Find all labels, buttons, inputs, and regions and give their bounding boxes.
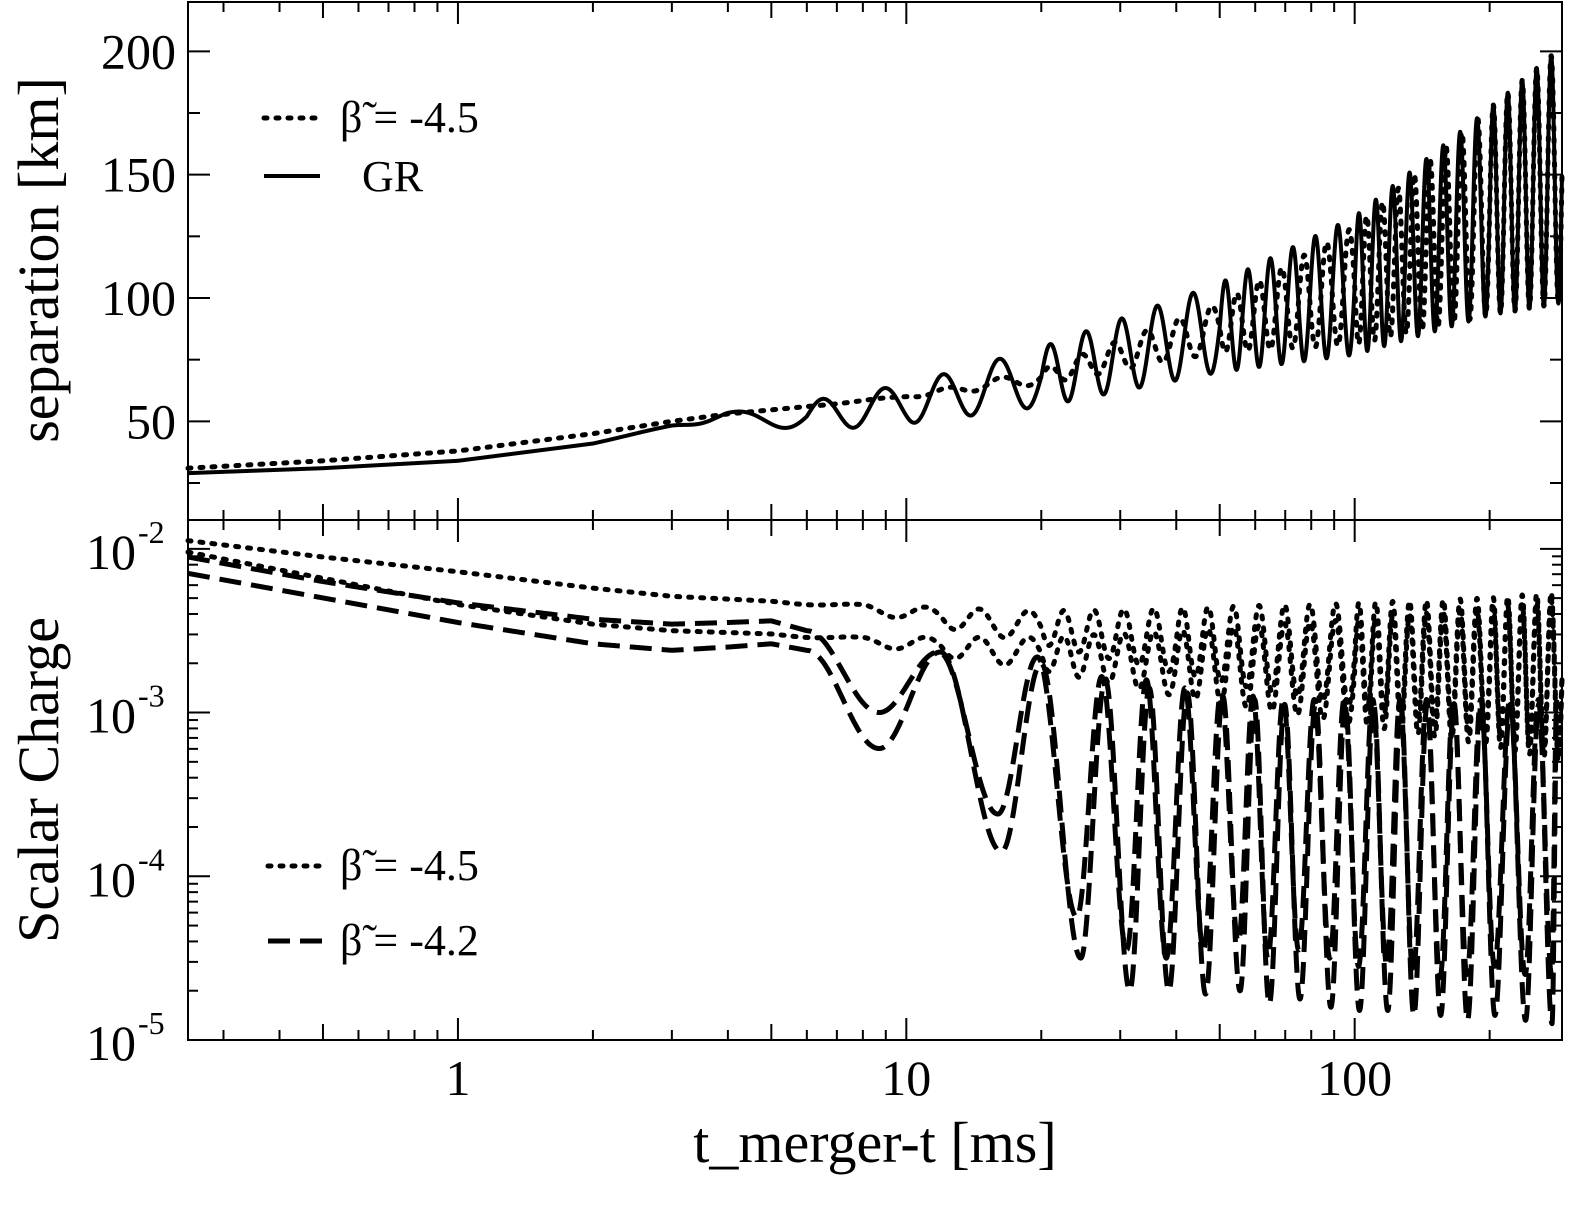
series-line-gr: [186, 53, 1564, 476]
xtick-label: 10: [881, 1050, 931, 1106]
bottom-legend-label-1: β̃ = -4.5: [340, 841, 479, 890]
ytick-label: 150: [101, 147, 176, 203]
ytick-label: 100: [101, 270, 176, 326]
bottom-panel: 10-210-310-410-5 1 10 100 Scalar Charge β̃…: [6, 514, 1565, 1106]
xtick-labels: 1 10 100: [445, 1050, 1392, 1106]
ytick-label: 10: [86, 688, 136, 744]
top-ytick-labels: 50 100 150 200: [101, 23, 176, 449]
top-axis-ticks: [188, 2, 1562, 520]
top-plot-lines: [185, 53, 1565, 476]
bottom-ylabel: Scalar Charge: [6, 617, 71, 943]
ytick-exponent: -3: [138, 678, 165, 714]
x-axis-title: t_merger-t [ms]: [693, 1110, 1056, 1175]
series-line-beta-4-2-1: [186, 554, 1560, 981]
top-panel: 50 100 150 200 separation [km] β̃ = -4.5 GR: [6, 1, 1565, 521]
xtick-label: 100: [1317, 1050, 1392, 1106]
series-line-beta-4-5-2: [185, 549, 1565, 764]
ytick-label: 10: [86, 524, 136, 580]
bottom-legend: β̃ = -4.5 β̃ = -4.2: [265, 841, 479, 965]
series-line-beta-4-5-1: [185, 538, 1565, 757]
bottom-legend-label-2: β̃ = -4.2: [340, 916, 479, 965]
series-line-beta-4-2-2: [186, 570, 1560, 1027]
ytick-label: 200: [101, 23, 176, 79]
xtick-label: 1: [445, 1050, 470, 1106]
bottom-ytick-labels: 10-210-310-410-5: [86, 514, 165, 1071]
series-line-beta-4-5: [185, 53, 1565, 471]
ytick-exponent: -2: [138, 514, 165, 550]
top-legend-label-1: β̃ = -4.5: [340, 93, 479, 142]
bottom-plot-lines: [185, 538, 1565, 1027]
ytick-exponent: -4: [138, 841, 165, 877]
ytick-label: 10: [86, 851, 136, 907]
top-legend: β̃ = -4.5 GR: [261, 93, 479, 201]
ytick-exponent: -5: [138, 1005, 165, 1041]
top-legend-label-2: GR: [362, 152, 424, 201]
bottom-plot-frame: [187, 519, 1563, 1041]
ytick-label: 50: [126, 393, 176, 449]
ytick-label: 10: [86, 1015, 136, 1071]
top-ylabel: separation [km]: [6, 77, 71, 443]
